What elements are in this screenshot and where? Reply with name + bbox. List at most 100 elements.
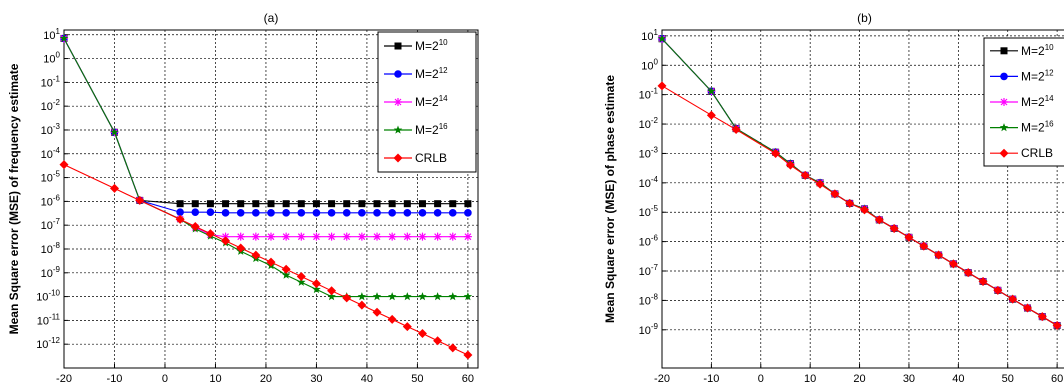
chart-b-series-4-point-diamond — [919, 241, 929, 251]
chart-a-series-4-point-diamond — [327, 286, 337, 296]
chart-a-series-4-point-diamond — [433, 336, 443, 346]
chart-b-series-4-point-diamond — [845, 198, 855, 208]
chart-b: -20 -10 0 10 20 30 40 50 60 101 100 10-1 10-2 10-3 10-… — [603, 11, 1064, 385]
chart-a-y-tick-label: 10-9 — [41, 265, 61, 280]
chart-b-x-tick-label: 60 — [1051, 373, 1063, 385]
chart-b-x-tick-label: 50 — [1002, 373, 1014, 385]
chart-a-series-4-point-diamond — [296, 271, 306, 281]
chart-b-series-4 — [657, 81, 1062, 330]
chart-a-series-4-point-diamond — [175, 214, 185, 224]
chart-a-legend-marker-circle — [394, 70, 402, 78]
chart-a-series-2-point-asterisk — [403, 232, 412, 241]
chart-b-legend-marker-star — [999, 123, 1009, 132]
chart-b-series-4-point-diamond — [657, 81, 667, 91]
chart-a-series-4-point-diamond — [448, 343, 458, 353]
chart-b-series-4-point-diamond — [815, 179, 825, 189]
chart-a-series-1-point-circle — [191, 208, 200, 217]
chart-a-series-1-point-circle — [464, 209, 472, 217]
chart-b-legend-marker-square — [1000, 47, 1008, 55]
chart-a-y-tick-label: 10-2 — [41, 98, 61, 113]
chart-a-x-tick-label: 10 — [209, 373, 221, 385]
chart-a-series-1 — [60, 34, 472, 217]
chart-a-series-1-point-circle — [418, 209, 427, 217]
chart-a-y-tick-label: 10-7 — [41, 217, 61, 232]
chart-a-series-4-point-diamond — [236, 243, 246, 253]
chart-a-series-4-point-diamond — [417, 329, 427, 339]
chart-a-series-3-point-star — [448, 292, 458, 301]
chart-a-series-4-point-diamond — [357, 300, 367, 310]
chart-a-series-2-point-asterisk — [251, 232, 260, 241]
chart-a-series-2-point-asterisk — [373, 232, 382, 241]
chart-b-series-4-point-diamond — [860, 205, 869, 215]
chart-a-series-2-point-asterisk — [312, 232, 321, 241]
chart-b-series-4-point-diamond — [1052, 320, 1062, 330]
chart-a-series-1-point-circle — [267, 209, 275, 217]
chart-a-legend-marker-square — [394, 42, 402, 50]
chart-b-y-tick-label: 10-1 — [639, 87, 659, 102]
chart-a-series-3-point-star — [403, 292, 412, 301]
chart-a-series-0-point-square — [191, 200, 199, 208]
chart-a-series-4-point-diamond — [190, 222, 200, 232]
chart-a-y-tick-label: 10-1 — [41, 74, 61, 89]
chart-a-series-3-point-star — [357, 292, 367, 301]
chart-a-legend-label: M=210 — [415, 38, 448, 53]
chart-a-series-4 — [59, 160, 473, 360]
chart-b-legend-label: M=216 — [1021, 120, 1054, 135]
chart-b-y-tick-label: 100 — [641, 57, 658, 72]
chart-a-series-1-point-circle — [282, 209, 290, 217]
chart-b-y-tick-label: 10-8 — [639, 292, 659, 307]
chart-b-series-4-point-diamond — [1022, 303, 1032, 313]
chart-a-series-2-point-asterisk — [327, 232, 336, 241]
chart-a-y-tick-label: 10-10 — [36, 289, 60, 304]
chart-a-series-4-point-diamond — [266, 257, 276, 267]
chart-a-series-4-point-diamond — [342, 293, 352, 303]
chart-a-series-4-point-diamond — [205, 229, 215, 239]
chart-b-legend-marker-circle — [1000, 72, 1008, 81]
chart-a-y-tick-label: 10-11 — [37, 312, 61, 327]
chart-a-y-tick-label: 10-5 — [41, 170, 61, 185]
chart-b-legend-label: M=212 — [1021, 68, 1054, 83]
chart-a-series-0-point-square — [206, 200, 214, 208]
chart-a-legend: M=210 M=212 M=214 M=216 CRLB — [377, 31, 477, 173]
chart-b-series-4-point-diamond — [1008, 294, 1018, 304]
chart-b-x-tick-label: 0 — [758, 373, 764, 385]
chart-b-x-tick-label: 20 — [853, 373, 865, 385]
chart-a-x-tick-label: -20 — [56, 373, 72, 385]
chart-a-series-1-point-circle — [358, 209, 366, 217]
chart-a-series-2-point-asterisk — [388, 232, 397, 241]
chart-a-x-tick-label: 40 — [361, 373, 373, 385]
chart-a-y-tick-label: 10-4 — [41, 146, 61, 161]
chart-b-series-4-point-diamond — [993, 285, 1003, 295]
chart-a-legend-label: M=216 — [415, 122, 448, 137]
chart-a-series-1-point-circle — [327, 209, 336, 217]
chart-a-series-0-point-square — [449, 200, 457, 208]
chart-b-series-4-point-diamond — [771, 148, 781, 158]
chart-a-series-1-point-circle — [297, 209, 306, 217]
chart-b-y-tick-label: 10-9 — [639, 322, 659, 337]
chart-a-series-1-point-circle — [448, 209, 457, 217]
chart-a-series-0-point-square — [388, 200, 396, 208]
chart-b-legend-marker-diamond — [999, 148, 1009, 158]
chart-a-series-3-point-star — [312, 284, 321, 294]
chart-a-series-1-point-circle — [221, 209, 230, 217]
chart-a-x-tick-label: 0 — [162, 373, 168, 385]
chart-b-y-tick-label: 10-6 — [639, 234, 659, 249]
chart-a-series-4-point-diamond — [135, 195, 145, 205]
chart-a-series-4-point-diamond — [387, 314, 397, 324]
chart-a-legend-label: CRLB — [415, 151, 447, 165]
chart-b-series-4-point-diamond — [785, 160, 795, 170]
chart-a-series-0-point-square — [312, 200, 320, 208]
chart-a-series-1-point-circle — [403, 209, 412, 217]
chart-b-y-tick-label: 10-5 — [639, 204, 659, 219]
chart-b-series-4-point-diamond — [978, 276, 988, 286]
chart-a-series-1-point-circle — [388, 209, 396, 217]
chart-b-series-4-point-diamond — [874, 215, 884, 225]
chart-a-series-4-point-diamond — [311, 279, 321, 289]
chart-b-legend-label: M=214 — [1021, 94, 1054, 109]
chart-b-series-4-point-diamond — [904, 232, 914, 242]
chart-a-series-4-point-diamond — [402, 322, 412, 332]
chart-a-y-tick-label: 100 — [43, 51, 60, 66]
chart-b-legend-marker-asterisk — [1000, 98, 1008, 106]
chart-a-series-3-point-star — [297, 277, 306, 286]
